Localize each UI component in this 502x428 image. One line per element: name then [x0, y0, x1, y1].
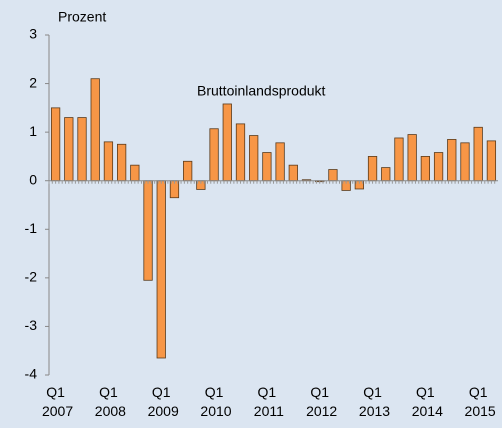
bar — [486, 140, 497, 182]
bar — [381, 167, 391, 182]
x-tick-label: Q1 2009 — [144, 384, 179, 419]
bar — [275, 142, 285, 182]
x-tick-label: Q1 2013 — [355, 384, 390, 419]
x-tick-label: Q1 2011 — [250, 384, 284, 419]
x-tick-label: Q1 2008 — [91, 384, 126, 419]
bar — [156, 180, 166, 359]
bar — [90, 78, 100, 182]
x-tick-label: Q1 2015 — [461, 384, 496, 419]
bar — [473, 126, 483, 182]
y-tick-label: -2 — [25, 269, 38, 285]
bar — [394, 137, 404, 182]
bar — [407, 134, 417, 182]
bar — [77, 117, 87, 182]
y-tick-label: -4 — [25, 366, 38, 382]
y-tick-label: 0 — [29, 171, 37, 187]
bar — [50, 107, 61, 182]
bar — [117, 143, 127, 182]
bar — [183, 160, 193, 182]
bar — [447, 139, 457, 182]
x-tick-label: Q1 2007 — [38, 384, 73, 419]
y-tick-label: -3 — [25, 317, 38, 333]
bar — [420, 156, 430, 182]
bar — [103, 141, 114, 182]
bar — [222, 103, 232, 182]
bar — [249, 135, 259, 182]
y-tick-label: -1 — [25, 220, 38, 236]
bar — [367, 156, 378, 182]
bar — [460, 142, 470, 182]
bar — [262, 152, 272, 182]
y-tick-label: 1 — [29, 123, 37, 139]
x-tick-label: Q1 2014 — [408, 384, 443, 419]
bar — [328, 169, 338, 182]
bar — [143, 180, 153, 281]
bar — [288, 164, 298, 182]
x-tick-label: Q1 2010 — [197, 384, 232, 419]
bar — [235, 123, 246, 182]
y-axis-label: Prozent — [58, 9, 106, 25]
bar — [433, 152, 444, 182]
x-tick-label: Q1 2012 — [302, 384, 337, 419]
y-tick-label: 3 — [29, 26, 37, 42]
annotation: Bruttoinlandsprodukt — [197, 83, 326, 99]
bar — [64, 117, 74, 182]
y-tick-label: 2 — [29, 74, 37, 90]
bar — [209, 128, 219, 182]
bar — [130, 164, 140, 182]
